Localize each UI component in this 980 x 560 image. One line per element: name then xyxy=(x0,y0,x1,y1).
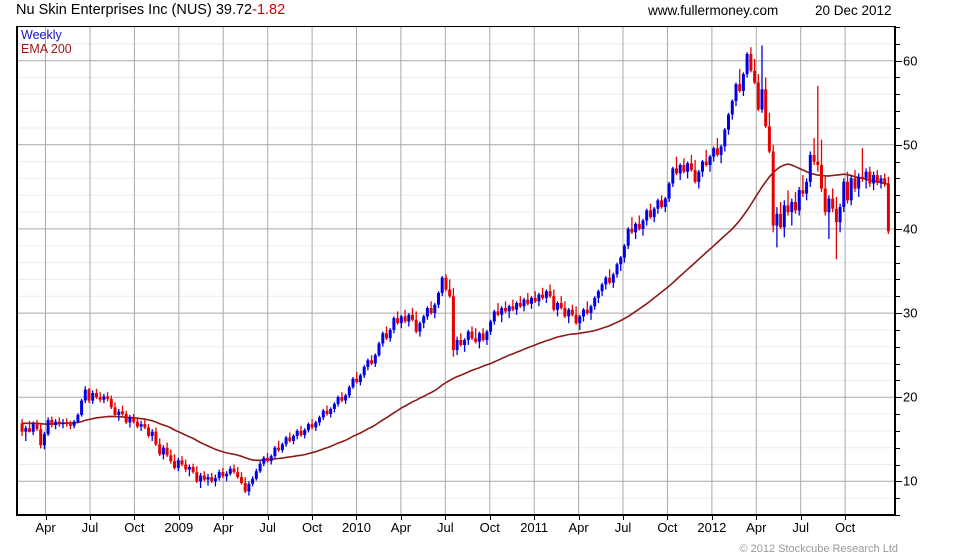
y-axis-tick-mark xyxy=(896,60,902,62)
y-axis-tick-mark xyxy=(896,111,900,113)
x-axis-tick-label: 2011 xyxy=(520,520,549,535)
y-axis-tick-label: 30 xyxy=(903,305,918,321)
x-axis-tick-mark xyxy=(312,516,314,520)
x-axis-tick-mark xyxy=(489,516,491,520)
legend-timeframe: Weekly xyxy=(21,28,62,42)
x-axis-tick-label: Jul xyxy=(81,520,99,535)
y-axis-tick-mark xyxy=(896,329,900,331)
x-axis-tick-mark xyxy=(578,516,580,520)
y-axis-tick-mark xyxy=(896,27,900,28)
x-axis-tick-label: Jul xyxy=(792,520,810,535)
source-website: www.fullermoney.com xyxy=(648,3,779,18)
y-axis-tick-mark xyxy=(896,464,900,466)
chart-legend: Weekly EMA 200 xyxy=(21,28,72,56)
x-axis-tick-label: Jul xyxy=(614,520,632,535)
y-axis-tick-label: 50 xyxy=(903,137,918,153)
chart-date: 20 Dec 2012 xyxy=(815,3,892,18)
y-axis-tick-mark xyxy=(896,228,902,230)
x-axis-tick-label: Oct xyxy=(835,520,856,535)
y-axis-tick-mark xyxy=(896,515,900,516)
y-axis-tick-mark xyxy=(896,43,900,45)
y-axis-tick-mark xyxy=(896,447,900,449)
y-axis-tick-mark xyxy=(896,195,900,197)
y-axis-tick-label: 40 xyxy=(903,221,918,237)
candlestick-series xyxy=(18,27,894,514)
x-axis-tick-mark xyxy=(845,516,847,520)
x-axis-tick-mark xyxy=(623,516,625,520)
x-axis-tick-label: 2009 xyxy=(164,520,194,535)
chart-gridlines xyxy=(18,27,894,514)
x-axis-tick-label: 2010 xyxy=(342,520,371,535)
page-title: Nu Skin Enterprises Inc (NUS) 39.72-1.82 xyxy=(16,2,285,18)
x-axis-tick-label: Jul xyxy=(259,520,276,535)
y-axis-tick-mark xyxy=(896,212,900,214)
x-axis-tick-mark xyxy=(45,516,47,520)
x-axis-tick-label: Oct xyxy=(479,520,500,535)
x-axis-tick-mark xyxy=(667,516,669,520)
y-axis-tick-mark xyxy=(896,262,900,264)
instrument-title: Nu Skin Enterprises Inc (NUS) 39.72 xyxy=(16,2,253,18)
y-axis-tick-mark xyxy=(896,144,902,146)
legend-overlay: EMA 200 xyxy=(21,42,72,56)
y-axis: 60 50 40 30 20 10 xyxy=(896,26,959,518)
y-axis-tick-mark xyxy=(896,245,900,247)
y-axis-tick-mark xyxy=(896,430,900,432)
x-axis-tick-label: Oct xyxy=(657,520,678,535)
y-axis-tick-label: 20 xyxy=(903,389,918,405)
y-axis-tick-mark xyxy=(896,313,902,315)
y-axis-tick-mark xyxy=(896,397,902,399)
x-axis-tick-label: Apr xyxy=(35,520,56,535)
y-axis-tick-mark xyxy=(896,346,900,348)
y-axis-tick-mark xyxy=(896,481,902,483)
y-axis-tick-mark xyxy=(896,94,900,96)
x-axis-tick-mark xyxy=(178,516,180,520)
y-axis-tick-mark xyxy=(896,363,900,365)
price-change: -1.82 xyxy=(252,2,286,18)
x-axis-tick-mark xyxy=(134,516,136,520)
y-axis-tick-mark xyxy=(896,161,900,163)
y-axis-tick-mark xyxy=(896,279,900,281)
y-axis-tick-label: 60 xyxy=(903,53,918,69)
y-axis-tick-mark xyxy=(896,296,900,298)
x-axis-tick-mark xyxy=(445,516,447,520)
x-axis-tick-label: Apr xyxy=(568,520,589,535)
x-axis-tick-mark xyxy=(223,516,225,520)
y-axis-tick-label: 10 xyxy=(903,473,918,489)
y-axis-tick-mark xyxy=(896,380,900,382)
x-axis-tick-mark xyxy=(756,516,758,520)
y-axis-tick-mark xyxy=(896,414,900,416)
x-axis-tick-mark xyxy=(534,516,536,520)
price-chart-plot-area: Weekly EMA 200 xyxy=(16,26,896,516)
y-axis-tick-mark xyxy=(896,127,900,129)
copyright-notice: © 2012 Stockcube Research Ltd xyxy=(739,543,898,555)
x-axis-tick-mark xyxy=(356,516,358,520)
x-axis-tick-mark xyxy=(800,516,802,520)
x-axis-tick-label: 2012 xyxy=(697,520,727,535)
y-axis-tick-mark xyxy=(896,498,900,500)
x-axis: Apr Jul Oct 2009 Apr Jul Oct 2010 Apr Jul Oct 2011 A… xyxy=(0,516,980,542)
y-axis-tick-mark xyxy=(896,178,900,180)
x-axis-tick-label: Oct xyxy=(124,520,145,535)
x-axis-tick-label: Apr xyxy=(746,520,767,535)
x-axis-tick-mark xyxy=(400,516,402,520)
x-axis-tick-mark xyxy=(89,516,91,520)
ema-200-line xyxy=(18,27,894,514)
x-axis-tick-label: Apr xyxy=(390,520,412,535)
x-axis-tick-mark xyxy=(267,516,269,520)
y-axis-tick-mark xyxy=(896,77,900,79)
x-axis-tick-label: Apr xyxy=(213,520,234,535)
x-axis-tick-label: Oct xyxy=(301,520,323,535)
x-axis-tick-label: Jul xyxy=(437,520,454,535)
x-axis-tick-mark xyxy=(711,516,713,520)
